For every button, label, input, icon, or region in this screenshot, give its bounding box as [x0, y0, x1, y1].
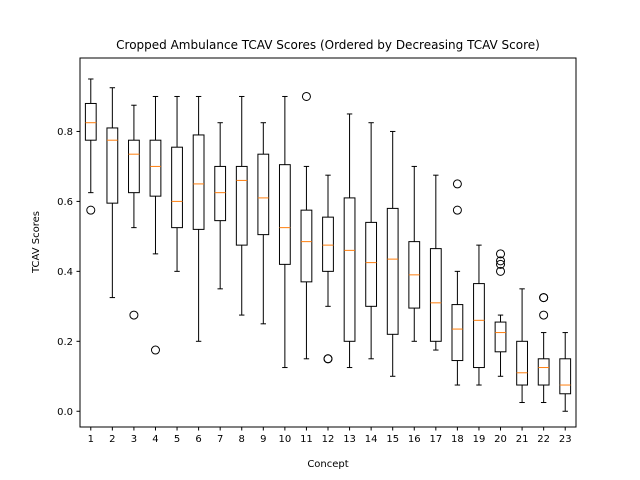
x-tick-label: 17 [429, 434, 442, 445]
y-tick-label: 0.2 [57, 337, 73, 348]
box-iqr [494, 321, 507, 353]
x-axis-label: Concept [307, 459, 348, 470]
outlier-point [496, 266, 506, 276]
box-iqr [322, 216, 334, 272]
box-iqr [257, 153, 270, 236]
outlier-point [452, 205, 462, 215]
y-axis-label: TCAV Scores [31, 211, 42, 274]
box-iqr [106, 127, 119, 204]
chart-title: Cropped Ambulance TCAV Scores (Ordered b… [116, 38, 540, 52]
box-iqr [386, 207, 399, 335]
x-tick-label: 6 [195, 434, 201, 445]
outlier-point [150, 345, 160, 355]
x-tick-label: 19 [473, 434, 486, 445]
box-iqr [473, 283, 485, 369]
outlier-point [452, 179, 462, 189]
x-tick-label: 10 [279, 434, 292, 445]
x-tick-label: 12 [322, 434, 335, 445]
x-tick-label: 22 [537, 434, 550, 445]
outlier-point [496, 249, 506, 259]
y-tick-label: 0.8 [57, 127, 73, 138]
y-tick-label: 0.0 [57, 407, 73, 418]
box-iqr [429, 248, 442, 342]
outlier-point [129, 310, 139, 320]
x-tick-label: 20 [494, 434, 507, 445]
box-iqr [278, 164, 291, 265]
y-tick-label: 0.4 [57, 267, 73, 278]
outlier-point [496, 259, 506, 269]
box-iqr [516, 340, 528, 386]
outlier-point [323, 354, 333, 364]
x-tick-label: 9 [260, 434, 266, 445]
x-tick-label: 18 [451, 434, 464, 445]
outlier-point [496, 256, 506, 266]
x-tick-label: 5 [174, 434, 180, 445]
box-iqr [84, 102, 97, 141]
plot-area: 0.00.20.40.60.81 2 3 4 5 6 7 8 9 10 11 12 13 14 15 16 17… [57, 78, 572, 445]
box-iqr [192, 134, 205, 230]
box-iqr [149, 139, 162, 197]
x-tick-label: 21 [516, 434, 529, 445]
box-iqr [365, 221, 378, 307]
x-tick-label: 16 [408, 434, 421, 445]
x-tick-label: 3 [131, 434, 137, 445]
x-tick-label: 4 [152, 434, 158, 445]
x-tick-label: 14 [365, 434, 378, 445]
x-tick-label: 7 [217, 434, 223, 445]
box-iqr [451, 304, 464, 362]
x-tick-label: 15 [386, 434, 399, 445]
outlier-point [539, 310, 549, 320]
x-tick-label: 1 [88, 434, 94, 445]
box-iqr [128, 139, 140, 194]
box-iqr [537, 358, 550, 386]
y-tick-label: 0.6 [57, 197, 73, 208]
outlier-point [301, 91, 311, 101]
box-iqr [559, 358, 572, 395]
x-tick-label: 13 [343, 434, 356, 445]
box-iqr [235, 165, 248, 246]
box-iqr [300, 209, 313, 283]
outlier-point [539, 293, 549, 303]
box-iqr [343, 197, 356, 342]
box-iqr [171, 146, 183, 229]
x-tick-label: 8 [239, 434, 245, 445]
axes-frame [79, 57, 577, 428]
outlier-point [86, 205, 96, 215]
x-tick-label: 11 [300, 434, 313, 445]
box-iqr [214, 165, 227, 222]
x-tick-label: 23 [559, 434, 572, 445]
x-tick-label: 2 [109, 434, 115, 445]
